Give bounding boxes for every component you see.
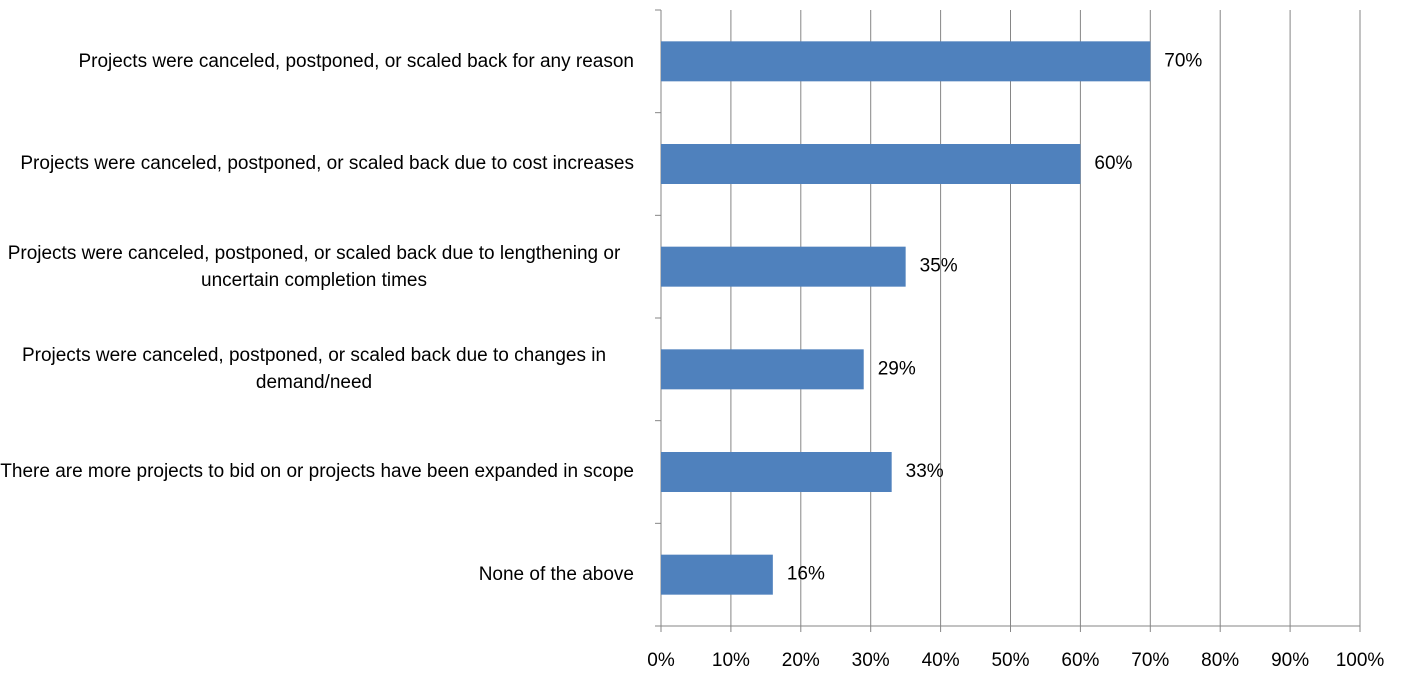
data-label: 16% [787,564,825,585]
x-tick-label: 70% [1131,650,1169,671]
y-tick-label: Projects were canceled, postponed, or sc… [20,153,634,175]
x-tick-label: 90% [1271,650,1309,671]
y-tick-label: None of the above [478,564,634,586]
x-tick-label: 60% [1061,650,1099,671]
bar [661,144,1081,184]
bar [661,554,773,595]
x-tick-label: 40% [922,650,960,671]
x-tick-label: 100% [1336,650,1385,671]
x-tick-label: 0% [647,650,675,671]
bar [661,246,906,287]
x-tick-label: 20% [782,650,820,671]
y-tick-label: There are more projects to bid on or pro… [0,461,634,483]
category-label-box: Projects were canceled, postponed, or sc… [0,318,634,421]
bar [661,41,1151,82]
x-tick-label: 50% [991,650,1029,671]
bar [661,349,864,390]
data-label: 33% [906,461,944,482]
y-tick-label: Projects were canceled, postponed, or sc… [78,50,634,72]
data-label: 70% [1164,50,1202,71]
x-tick-label: 10% [712,650,750,671]
data-label: 35% [920,256,958,277]
y-tick-label: Projects were canceled, postponed, or sc… [7,242,621,291]
category-label-box: Projects were canceled, postponed, or sc… [0,10,634,113]
category-label-box: Projects were canceled, postponed, or sc… [0,215,634,318]
data-label: 60% [1094,153,1132,174]
y-tick-label: Projects were canceled, postponed, or sc… [21,345,607,394]
data-label: 29% [878,358,916,379]
category-label-box: Projects were canceled, postponed, or sc… [0,113,634,216]
x-tick-label: 80% [1201,650,1239,671]
category-label-box: There are more projects to bid on or pro… [0,421,634,524]
category-label-box: None of the above [0,523,634,626]
bar [661,452,892,492]
x-tick-label: 30% [852,650,890,671]
